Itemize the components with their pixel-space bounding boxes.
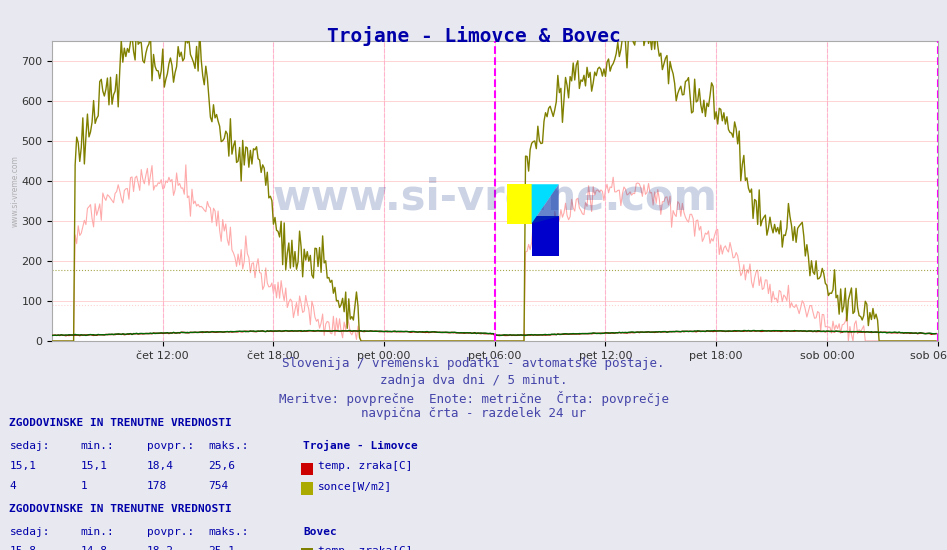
Text: temp. zraka[C]: temp. zraka[C] xyxy=(318,546,413,550)
Text: 15,8: 15,8 xyxy=(9,546,37,550)
Text: Slovenija / vremenski podatki - avtomatske postaje.: Slovenija / vremenski podatki - avtomats… xyxy=(282,358,665,371)
Polygon shape xyxy=(531,184,559,223)
Text: 18,4: 18,4 xyxy=(147,461,174,471)
Text: www.si-vreme.com: www.si-vreme.com xyxy=(273,176,717,218)
Text: 4: 4 xyxy=(9,481,16,491)
Text: 18,2: 18,2 xyxy=(147,546,174,550)
Text: sedaj:: sedaj: xyxy=(9,526,50,537)
Text: min.:: min.: xyxy=(80,526,115,537)
Polygon shape xyxy=(531,184,559,223)
Bar xyxy=(507,184,531,223)
Text: ZGODOVINSKE IN TRENUTNE VREDNOSTI: ZGODOVINSKE IN TRENUTNE VREDNOSTI xyxy=(9,418,232,428)
Text: zadnja dva dni / 5 minut.: zadnja dva dni / 5 minut. xyxy=(380,374,567,387)
Text: temp. zraka[C]: temp. zraka[C] xyxy=(318,461,413,471)
Text: 1: 1 xyxy=(80,481,87,491)
Text: Trojane - Limovce: Trojane - Limovce xyxy=(303,441,418,452)
Text: 15,1: 15,1 xyxy=(80,461,108,471)
Text: navpična črta - razdelek 24 ur: navpična črta - razdelek 24 ur xyxy=(361,407,586,420)
Text: min.:: min.: xyxy=(80,441,115,452)
Text: povpr.:: povpr.: xyxy=(147,526,194,537)
Text: ZGODOVINSKE IN TRENUTNE VREDNOSTI: ZGODOVINSKE IN TRENUTNE VREDNOSTI xyxy=(9,503,232,514)
Text: 25,6: 25,6 xyxy=(208,461,236,471)
Text: 14,8: 14,8 xyxy=(80,546,108,550)
Text: Meritve: povprečne  Enote: metrične  Črta: povprečje: Meritve: povprečne Enote: metrične Črta:… xyxy=(278,390,669,405)
Text: 15,1: 15,1 xyxy=(9,461,37,471)
Text: 25,1: 25,1 xyxy=(208,546,236,550)
Text: sonce[W/m2]: sonce[W/m2] xyxy=(318,481,392,491)
Text: maks.:: maks.: xyxy=(208,441,249,452)
Text: maks.:: maks.: xyxy=(208,526,249,537)
Text: 178: 178 xyxy=(147,481,167,491)
Text: Bovec: Bovec xyxy=(303,526,337,537)
Text: 754: 754 xyxy=(208,481,228,491)
Text: Trojane - Limovce & Bovec: Trojane - Limovce & Bovec xyxy=(327,26,620,46)
Text: povpr.:: povpr.: xyxy=(147,441,194,452)
Text: sedaj:: sedaj: xyxy=(9,441,50,452)
Bar xyxy=(531,217,559,256)
Text: www.si-vreme.com: www.si-vreme.com xyxy=(10,155,19,227)
